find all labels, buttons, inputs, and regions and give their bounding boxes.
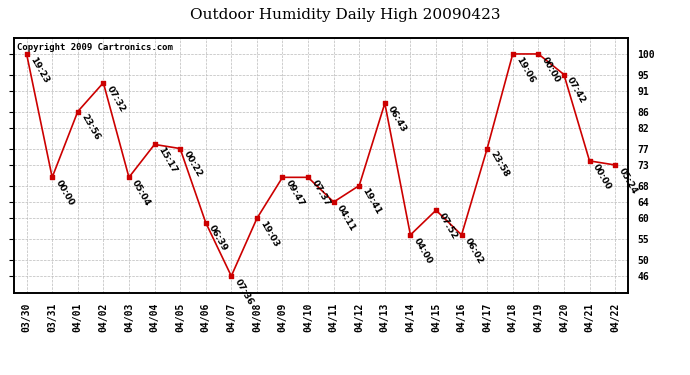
Point [584,158,595,164]
Text: 00:00: 00:00 [54,179,75,208]
Text: 07:52: 07:52 [437,211,460,241]
Text: 07:37: 07:37 [309,179,332,208]
Text: 19:23: 19:23 [28,56,50,85]
Point [328,199,339,205]
Text: 19:06: 19:06 [514,56,536,85]
Text: 00:00: 00:00 [540,56,562,84]
Text: 07:42: 07:42 [565,76,587,105]
Text: 23:58: 23:58 [489,150,511,179]
Text: 04:11: 04:11 [335,203,357,233]
Point [200,220,211,226]
Text: 06:39: 06:39 [207,224,229,253]
Point [277,174,288,180]
Point [405,232,416,238]
Point [507,51,518,57]
Point [354,183,365,189]
Point [609,162,620,168]
Point [175,146,186,152]
Point [124,174,135,180]
Point [302,174,313,180]
Text: 07:32: 07:32 [105,84,127,113]
Point [456,232,467,238]
Text: 19:41: 19:41 [361,187,383,216]
Point [431,207,442,213]
Point [47,174,58,180]
Point [380,100,391,106]
Point [98,80,109,86]
Text: 00:22: 00:22 [181,150,204,179]
Text: 05:04: 05:04 [130,179,152,208]
Point [21,51,32,57]
Point [558,72,569,78]
Text: Copyright 2009 Cartronics.com: Copyright 2009 Cartronics.com [17,43,172,52]
Text: 23:56: 23:56 [79,113,101,142]
Text: 09:47: 09:47 [284,179,306,208]
Point [226,273,237,279]
Text: 07:36: 07:36 [233,278,255,307]
Text: 19:03: 19:03 [258,220,280,249]
Text: 06:43: 06:43 [386,105,408,134]
Point [251,216,262,222]
Point [149,141,160,147]
Text: 05:24: 05:24 [616,166,639,196]
Text: 04:00: 04:00 [412,236,434,266]
Text: Outdoor Humidity Daily High 20090423: Outdoor Humidity Daily High 20090423 [190,8,500,21]
Point [482,146,493,152]
Point [533,51,544,57]
Point [72,108,83,114]
Text: 15:17: 15:17 [156,146,178,175]
Text: 00:00: 00:00 [591,162,613,191]
Text: 06:02: 06:02 [463,236,485,266]
